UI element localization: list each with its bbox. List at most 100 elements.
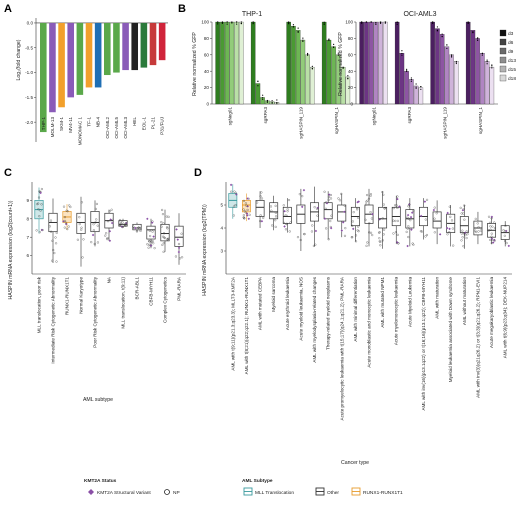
panel-b-legend-swatch xyxy=(499,38,507,46)
box-point xyxy=(285,214,288,217)
panel-b-point xyxy=(441,33,443,35)
panel-a-bar xyxy=(113,22,120,73)
panel-b-point xyxy=(451,55,453,57)
box-point xyxy=(487,215,491,218)
panel-b-point xyxy=(311,65,313,67)
panel-b-point xyxy=(455,62,457,65)
box-point xyxy=(54,236,57,239)
panel-a-bar xyxy=(85,22,93,88)
panel-b-legend: d3 d6 d9 d13 d15 d18 xyxy=(499,29,516,82)
box-point-sv xyxy=(316,206,319,210)
box-point xyxy=(242,208,245,211)
box-point xyxy=(153,247,156,250)
box-xtick-label: Normal Karyotype xyxy=(79,277,84,314)
panel-a-xtick-label: SKM-1 xyxy=(59,117,64,131)
box-point xyxy=(314,243,317,246)
panel-b-point xyxy=(420,88,422,90)
panel-a-xtick-label: OCI-AML5 xyxy=(114,117,119,139)
box-point xyxy=(151,230,154,233)
panel-a-bar xyxy=(158,22,166,61)
box-point xyxy=(121,226,124,229)
panel-b-point xyxy=(486,60,488,63)
box-point xyxy=(461,229,464,232)
box-body xyxy=(241,200,251,213)
panel-b-bar xyxy=(470,30,476,105)
box-point xyxy=(62,205,66,208)
panel-b-legend-swatch xyxy=(499,29,507,37)
panel-b-point xyxy=(477,39,479,42)
panel-a-bar xyxy=(131,22,139,71)
box-point-sv xyxy=(91,233,95,237)
box-point xyxy=(329,219,332,223)
box-point-sv xyxy=(175,228,178,231)
panel-a-bar xyxy=(104,22,111,76)
box-point xyxy=(132,225,135,228)
panel-b-legend-swatch xyxy=(499,47,507,55)
box-point xyxy=(299,238,302,242)
box-point-sv xyxy=(110,221,114,225)
box-point xyxy=(94,221,97,224)
box-point-sv xyxy=(62,220,65,223)
box-xtick-label: Acute myeloid leukaemia, NOS xyxy=(298,277,303,341)
panel-a-bar xyxy=(140,22,148,68)
box-point xyxy=(137,226,140,229)
panel-b-bar xyxy=(444,46,450,105)
box-point xyxy=(66,210,69,213)
box-xtick-label: CBFB-MYH11 xyxy=(149,277,154,306)
panel-b-thp1-chart: THP-1 Relative normalized % GFP 0 20 40 60 8… xyxy=(192,11,354,139)
panel-b-point xyxy=(441,36,443,38)
box-point xyxy=(296,236,300,239)
box-point xyxy=(505,242,508,245)
panel-b-bar xyxy=(326,39,332,105)
panel-b-point xyxy=(455,61,457,63)
box-point xyxy=(448,205,451,208)
box-point xyxy=(446,233,449,236)
box-point xyxy=(232,205,236,208)
box-point-sv xyxy=(283,210,286,213)
box-point xyxy=(124,222,128,225)
panel-b-ytick-label: 80 xyxy=(204,36,210,41)
box-point xyxy=(152,242,155,245)
box-point xyxy=(354,234,358,237)
panel-b-xtick-label: sgRPA3 xyxy=(407,107,412,124)
box-point xyxy=(329,197,333,200)
panel-b-bar xyxy=(291,25,296,105)
box-point xyxy=(92,229,95,232)
panel-b-bar xyxy=(475,38,480,105)
panel-b-point xyxy=(410,77,412,79)
panel-b-xtick-label: sgHASPIN_119 xyxy=(443,107,448,139)
box-point xyxy=(351,236,354,239)
box-point xyxy=(448,231,451,234)
box-point xyxy=(459,206,462,209)
panel-a-xtick-label: MONOMAC 1 xyxy=(77,117,82,146)
box-point xyxy=(460,239,463,242)
box-point xyxy=(367,197,371,200)
box-point xyxy=(365,203,368,206)
box-body xyxy=(323,202,333,220)
box-xtick-label: BCR-ABL1 xyxy=(135,277,140,300)
box-xtick-label: AML with t(9;11)(p21.3;q23.3); MLLT3-KMT… xyxy=(230,276,235,371)
panel-b-bar xyxy=(331,46,336,105)
panel-a-xtick-label: EOL-1 xyxy=(141,117,146,131)
box-point xyxy=(407,235,410,239)
panel-a-ytick-label: 0.0 xyxy=(27,21,34,26)
box-point xyxy=(504,230,507,233)
box-point xyxy=(80,228,83,231)
box-point xyxy=(323,190,326,193)
panel-c-box-chart: HASPIN mRNA expression (log2(count+1)) A… xyxy=(8,182,186,403)
box-point xyxy=(52,249,55,252)
panel-b-point xyxy=(323,21,325,23)
box-point-sv xyxy=(432,208,436,212)
box-point xyxy=(356,207,359,210)
box-point xyxy=(392,232,395,235)
panel-b-xtick-label: sgHASPIN_1 xyxy=(334,107,339,135)
box-point xyxy=(465,236,468,240)
legend-item-mll: MLL Translocation xyxy=(243,487,294,496)
panel-a-xtick-label: MV4-11 xyxy=(68,117,73,133)
box-point xyxy=(41,228,44,232)
box-point-sv xyxy=(300,205,304,209)
box-point-sv xyxy=(177,250,181,254)
box-point xyxy=(378,240,381,243)
panel-b-point xyxy=(342,67,344,69)
box-point xyxy=(460,212,463,215)
